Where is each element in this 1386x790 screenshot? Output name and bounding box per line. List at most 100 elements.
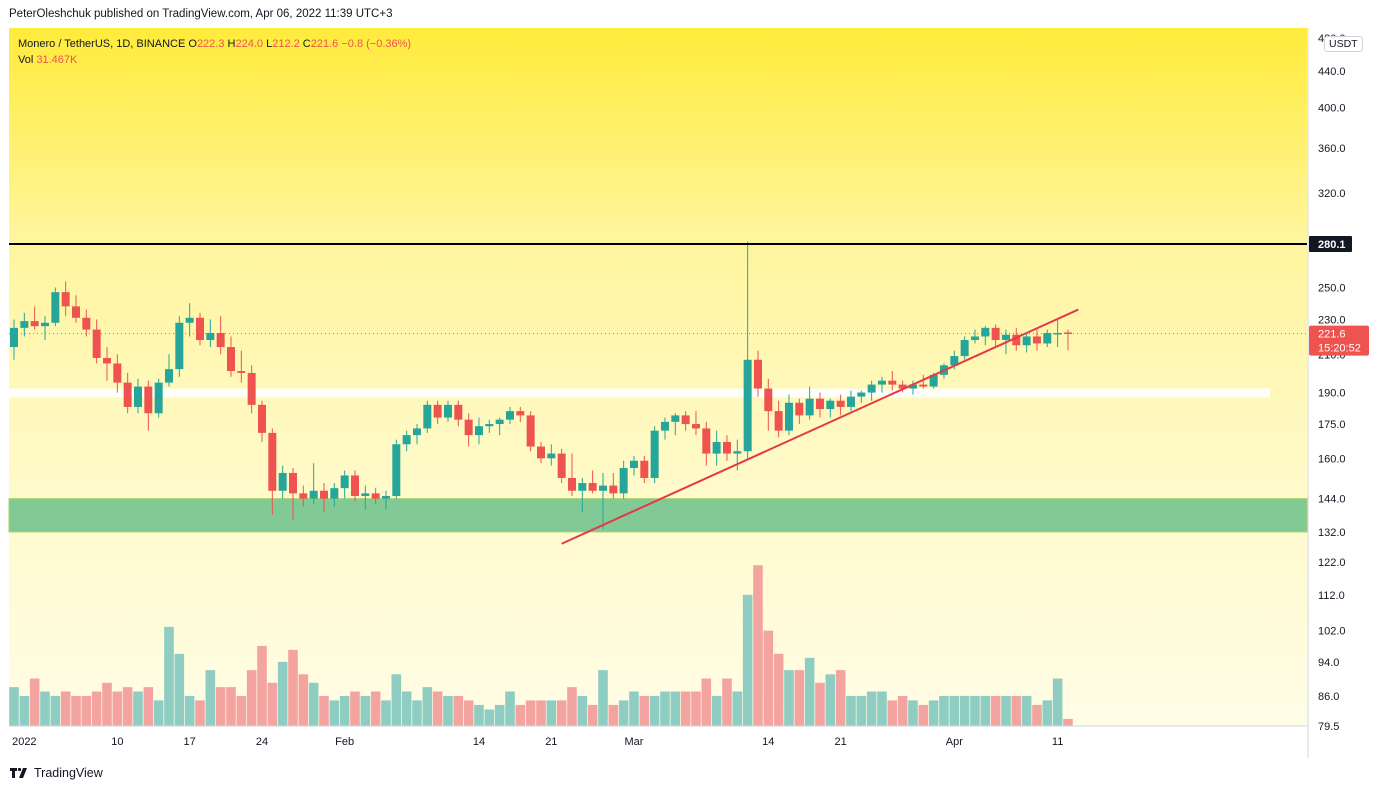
price-axis[interactable]: 480.0440.0400.0360.0320.0250.0230.0210.0…	[1309, 33, 1369, 733]
volume-bar	[536, 700, 546, 726]
candle-body	[681, 415, 690, 425]
legend-low-value: 212.2	[272, 38, 300, 50]
candle-body	[991, 327, 1000, 340]
volume-bar	[122, 687, 133, 726]
volume-bar	[267, 682, 278, 726]
volume-bar	[277, 661, 288, 726]
candle-body	[774, 411, 783, 431]
volume-bar	[949, 695, 960, 726]
volume-bar	[505, 691, 515, 726]
legend-close-value: 221.6	[310, 38, 339, 50]
chart-background	[9, 28, 1307, 726]
volume-bar	[308, 682, 319, 726]
volume-bar	[608, 704, 619, 726]
volume-bar	[887, 700, 898, 726]
volume-bar	[1001, 695, 1011, 726]
volume-bar	[711, 695, 722, 726]
time-axis[interactable]: 2022 10 17 24 Feb 14 21 Mar 14 21 Apr 11	[12, 736, 1063, 748]
volume-bar	[494, 704, 505, 726]
candle-body	[526, 415, 535, 447]
candle-body	[1022, 336, 1031, 346]
currency-button[interactable]: USDT	[1324, 36, 1363, 52]
volume-bar	[381, 700, 391, 726]
candle-body	[175, 322, 184, 370]
volume-bar	[226, 687, 236, 726]
candle-body	[619, 468, 628, 494]
candle-body	[846, 396, 855, 407]
time-tick-label: 14	[762, 736, 774, 748]
volume-bar	[257, 645, 267, 726]
volume-bar	[701, 678, 712, 726]
time-tick-label: 11	[1052, 736, 1063, 748]
time-tick-label: 14	[473, 736, 485, 748]
volume-bar	[453, 695, 464, 726]
volume-bar	[288, 649, 298, 726]
candle-body	[278, 472, 287, 491]
volume-bar	[133, 691, 143, 726]
publish-line: PeterOleshchuk published on TradingView.…	[9, 8, 393, 20]
volume-bar	[897, 695, 908, 726]
chart-area[interactable]: 480.0440.0400.0360.0320.0250.0230.0210.0…	[0, 28, 1386, 758]
volume-bar	[102, 682, 112, 726]
candle-body	[867, 384, 876, 393]
candle-body	[505, 411, 514, 420]
horizontal-band	[9, 388, 1270, 398]
candle-body	[722, 441, 731, 454]
volume-bar	[959, 695, 970, 726]
time-tick-label: Apr	[946, 736, 963, 748]
candle-body	[1032, 336, 1041, 344]
candle-body	[474, 426, 483, 436]
candle-body	[929, 374, 938, 387]
volume-bar	[629, 691, 639, 726]
candle-body	[206, 332, 215, 340]
price-tick-label: 132.0	[1318, 527, 1346, 539]
volume-bar	[1011, 695, 1022, 726]
volume-bar	[856, 695, 867, 726]
volume-bar	[970, 695, 980, 726]
price-tick-label: 190.0	[1318, 388, 1346, 400]
volume-bar	[443, 695, 453, 726]
candle-body	[20, 321, 29, 328]
price-tick-label: 175.0	[1318, 419, 1346, 431]
volume-bar	[195, 700, 205, 726]
volume-bar	[773, 653, 784, 726]
candle-body	[257, 404, 266, 433]
volume-bar	[40, 691, 50, 726]
time-tick-label: 21	[835, 736, 847, 748]
candle-body	[392, 444, 401, 497]
candle-body	[578, 483, 587, 491]
time-tick-label: Mar	[625, 736, 644, 748]
publish-header: PeterOleshchuk published on TradingView.…	[0, 0, 1386, 28]
volume-bar	[556, 700, 567, 726]
candle-body	[495, 419, 504, 425]
volume-bar	[825, 674, 836, 726]
volume-bar	[866, 691, 877, 726]
volume-bar	[598, 670, 608, 726]
candle-body	[629, 460, 638, 469]
candle-body	[888, 380, 897, 385]
price-chart[interactable]: 480.0440.0400.0360.0320.0250.0230.0210.0…	[0, 28, 1386, 758]
candle-body	[1063, 332, 1072, 334]
candle-body	[805, 398, 814, 416]
volume-bar	[391, 674, 402, 726]
time-tick-label: Feb	[335, 736, 354, 748]
candle-body	[671, 415, 680, 422]
volume-bar	[112, 691, 123, 726]
time-tick-label: 2022	[12, 736, 36, 748]
volume-bar	[649, 695, 660, 726]
tradingview-logo[interactable]: TradingView	[10, 766, 103, 780]
volume-bar	[1032, 704, 1042, 726]
candle-body	[609, 485, 618, 494]
countdown-label: 15:20:52	[1318, 343, 1361, 355]
volume-bar	[236, 695, 247, 726]
candle-body	[640, 460, 649, 478]
resistance-price-label: 280.1	[1318, 239, 1346, 251]
price-tick-label: 230.0	[1318, 314, 1346, 326]
candle-body	[61, 292, 70, 307]
volume-bar	[422, 687, 433, 726]
legend-high-value: 224.0	[235, 38, 264, 50]
candle-body	[340, 475, 349, 489]
candle-body	[154, 382, 163, 414]
candle-body	[433, 404, 442, 418]
candle-body	[361, 493, 370, 497]
